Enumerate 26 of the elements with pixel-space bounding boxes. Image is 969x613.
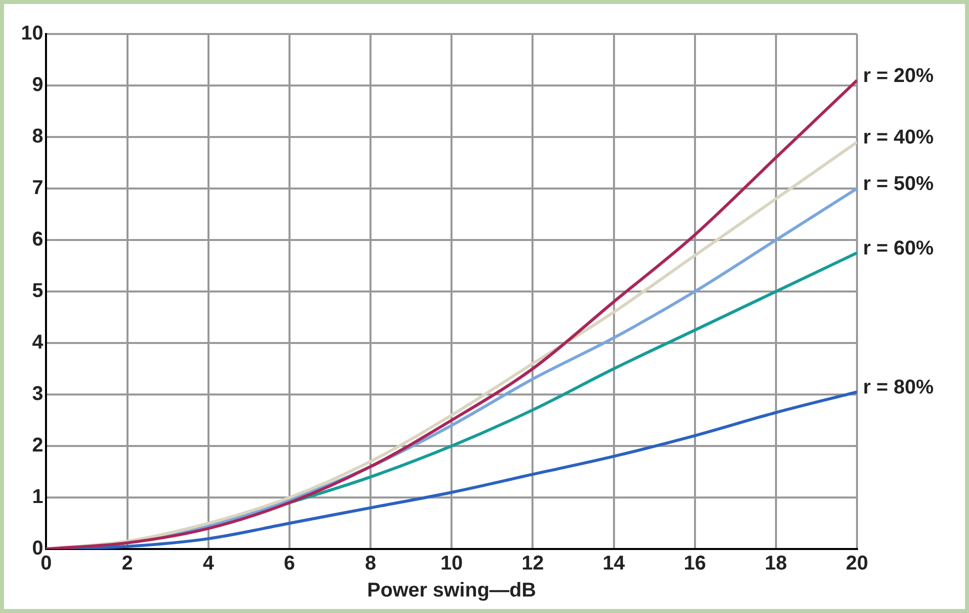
series-label: r = 80% xyxy=(863,376,934,398)
x-tick-label: 2 xyxy=(122,552,133,575)
series-label: r = 50% xyxy=(863,173,934,196)
x-tick-label: 20 xyxy=(846,552,868,575)
y-tick-label: 5 xyxy=(32,280,44,302)
y-tick-label: 1 xyxy=(32,486,44,508)
x-tick-label: 18 xyxy=(764,552,788,575)
x-tick-label: 14 xyxy=(602,552,626,575)
y-tick-label: 3 xyxy=(32,383,44,406)
x-tick-label: 10 xyxy=(440,552,463,575)
x-axis-title: Power swing—dB xyxy=(367,580,536,602)
y-tick-label: 8 xyxy=(32,126,44,148)
x-tick-label: 16 xyxy=(684,552,706,575)
y-tick-label: 2 xyxy=(32,434,44,457)
y-tick-label: 7 xyxy=(32,177,44,200)
series-label: r = 40% xyxy=(863,126,934,149)
y-tick-label: 10 xyxy=(20,22,44,45)
x-tick-label: 4 xyxy=(202,552,215,575)
series-label: r = 60% xyxy=(863,237,934,260)
y-tick-label: 9 xyxy=(32,74,44,96)
x-tick-label: 8 xyxy=(364,552,376,575)
x-tick-label: 6 xyxy=(284,552,296,575)
y-tick-label: 4 xyxy=(32,332,44,354)
y-tick-label: 6 xyxy=(32,228,44,251)
x-tick-label: 12 xyxy=(522,552,544,575)
series-label: r = 20% xyxy=(863,64,934,87)
